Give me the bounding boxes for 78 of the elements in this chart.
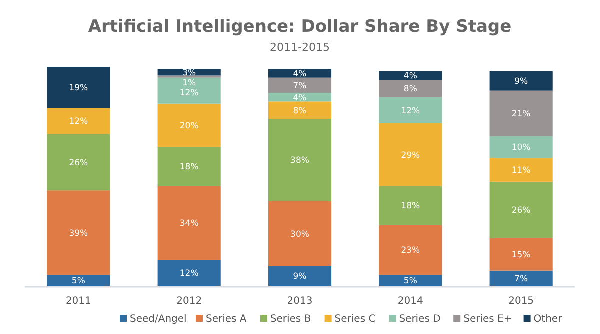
legend-label: Series D	[399, 314, 442, 325]
data-label: 18%	[180, 162, 199, 173]
bar	[379, 275, 442, 286]
bar	[490, 90, 553, 136]
bar	[268, 201, 332, 266]
data-label: 38%	[290, 156, 310, 166]
data-label: 12%	[401, 106, 420, 116]
data-label: 18%	[401, 202, 420, 212]
data-label: 20%	[180, 122, 199, 132]
data-label: 11%	[512, 166, 531, 176]
data-label: 4%	[404, 72, 418, 82]
data-label: 8%	[293, 106, 307, 116]
legend-label: Series C	[334, 314, 376, 325]
bar	[158, 186, 221, 260]
x-tick-label: 2012	[176, 296, 202, 307]
chart-title: Artificial Intelligence: Dollar Share By Stage	[88, 17, 512, 37]
bar	[158, 147, 221, 186]
data-label: 12%	[180, 268, 199, 279]
data-label: 1%	[182, 78, 196, 88]
data-label: 5%	[404, 276, 418, 287]
x-tick-label: 2015	[508, 296, 534, 307]
bar	[47, 190, 110, 276]
bar	[490, 136, 553, 158]
bar	[490, 158, 553, 182]
x-tick-label: 2011	[66, 296, 92, 307]
bar	[490, 238, 553, 271]
data-label: 29%	[401, 150, 420, 161]
legend-label: Series E+	[464, 314, 512, 325]
bar	[47, 108, 110, 134]
data-label: 10%	[512, 143, 531, 154]
bar	[490, 71, 553, 91]
x-tick-label: 2014	[398, 296, 424, 307]
chart-subtitle: 2011-2015	[270, 41, 330, 54]
data-label: 39%	[69, 228, 88, 239]
bar	[47, 67, 110, 108]
bar	[379, 225, 442, 276]
data-label: 9%	[293, 272, 307, 282]
data-label: 8%	[404, 84, 418, 95]
data-label: 23%	[401, 246, 420, 256]
data-label: 4%	[293, 69, 307, 80]
bar	[268, 69, 332, 78]
bar	[158, 260, 221, 286]
bar	[158, 78, 221, 104]
data-label: 21%	[512, 110, 531, 120]
bar	[268, 93, 332, 102]
bar	[47, 275, 110, 286]
data-label: 9%	[514, 77, 528, 88]
data-label: 7%	[514, 274, 528, 284]
bar	[268, 119, 332, 202]
bar	[268, 102, 332, 120]
bar	[379, 80, 442, 98]
data-label: 3%	[182, 68, 196, 78]
legend-label: Seed/Angel	[130, 314, 187, 325]
data-label: 34%	[180, 219, 199, 230]
data-label: 12%	[69, 117, 88, 128]
data-label: 5%	[72, 276, 86, 287]
legend-label: Series B	[270, 314, 312, 325]
bar	[268, 266, 332, 286]
data-label: 26%	[69, 158, 88, 168]
bar	[379, 186, 442, 226]
data-label: 15%	[512, 250, 531, 261]
bar	[490, 270, 553, 286]
legend-label: Series A	[206, 314, 247, 325]
bar	[379, 123, 442, 186]
x-tick-label: 2013	[287, 296, 313, 307]
data-label: 7%	[293, 81, 307, 92]
bar	[379, 71, 442, 80]
data-label: 26%	[512, 206, 531, 216]
bar	[379, 97, 442, 124]
bar	[47, 134, 110, 191]
data-label: 4%	[293, 93, 307, 104]
data-label: 30%	[290, 230, 310, 240]
legend-label: Other	[534, 314, 564, 325]
bar	[490, 182, 553, 238]
data-label: 19%	[69, 84, 88, 94]
bar	[158, 104, 221, 148]
bar	[268, 78, 332, 94]
data-label: 12%	[180, 88, 199, 98]
